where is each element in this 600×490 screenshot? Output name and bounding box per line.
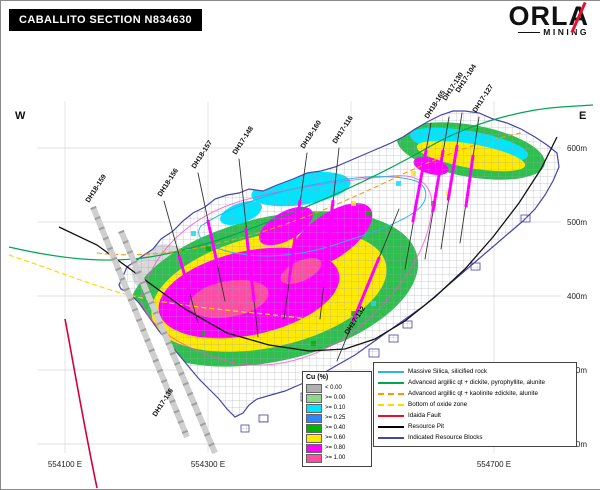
cu-grade-legend: Cu (%) < 0.00 >= 0.00 >= 0.10 >= 0.25 >=… [302, 371, 372, 467]
axis-east-label: E [579, 110, 586, 122]
logo-subtitle-text: MINING [543, 27, 589, 37]
cu-legend-row: >= 0.10 [306, 403, 368, 413]
easting-labels: 554100 E 554300 E 554500 E 554700 E [48, 460, 511, 469]
lines-legend-label: Indicated Resource Blocks [408, 434, 483, 441]
cu-swatch-label: < 0.00 [325, 385, 342, 391]
cu-swatch [306, 423, 322, 433]
drill-hole-trace [238, 158, 259, 338]
cu-legend-row: < 0.00 [306, 383, 368, 393]
drill-hole-trace [283, 152, 308, 320]
lines-legend-label: Advanced argillic qt + kaolinite ±dickit… [408, 390, 538, 397]
gray-drill-bands [90, 205, 218, 455]
cu-swatch [306, 433, 322, 443]
elevation-label: 500m [567, 218, 587, 227]
lines-legend-label: Resource Pit [408, 423, 445, 430]
lines-legend-row: Advanced argillic qt + dickite, pyrophyl… [378, 377, 572, 388]
cu-legend-row: >= 0.60 [306, 433, 368, 443]
page-title: CABALLITO SECTION N834630 [9, 9, 203, 31]
cu-legend-title: Cu (%) [306, 374, 329, 381]
cu-legend-row: >= 1.00 [306, 453, 368, 463]
cu-swatch-label: >= 0.80 [325, 445, 346, 451]
resource-pit-swatch [378, 425, 404, 428]
drill-hole-label: DH17-148 [232, 125, 255, 156]
resource-pit-line [58, 136, 558, 352]
drill-hole-trace [163, 200, 199, 324]
drill-hole-label: DH18-156 [157, 167, 180, 198]
logo-wordmark: ORLA [509, 1, 590, 34]
lines-legend-row: Indicated Resource Blocks [378, 432, 572, 443]
lines-legend-row: Resource Pit [378, 421, 572, 432]
drill-hole-trace [424, 116, 450, 260]
massive-silica-swatch [378, 370, 404, 373]
elevation-label: 200m [567, 440, 587, 449]
company-logo: ORLA MINING [509, 1, 590, 37]
drill-hole-trace [197, 172, 226, 302]
cu-swatch [306, 453, 322, 463]
cu-swatch-label: >= 1.00 [325, 455, 346, 461]
lines-legend-row: Massive Silica, silicified rock [378, 366, 572, 377]
drill-hole-trace [319, 147, 340, 320]
cu-legend-row: >= 0.00 [306, 393, 368, 403]
drill-hole-trace [404, 122, 432, 270]
idaida-fault-swatch [378, 414, 404, 417]
lines-legend-row: Idaida Fault [378, 410, 572, 421]
cu-swatch-label: >= 0.10 [325, 405, 346, 411]
axis-west-label: W [15, 110, 26, 122]
grade-shell-outline [140, 175, 433, 366]
drill-hole-trace [459, 116, 480, 244]
cu-swatch [306, 383, 322, 393]
lines-legend: Massive Silica, silicified rock Advanced… [373, 362, 577, 447]
logo-rule [518, 31, 541, 33]
cu-swatch [306, 443, 322, 453]
drill-hole-traces [163, 112, 480, 362]
lines-legend-row: Bottom of oxide zone [378, 399, 572, 410]
lines-legend-row: Advanced argillic qt + kaolinite ±dickit… [378, 388, 572, 399]
easting-label: 554300 E [191, 460, 225, 469]
drill-hole-label: DH17-127 [472, 83, 495, 114]
cu-swatch [306, 403, 322, 413]
indicated-resource-outline [118, 110, 560, 418]
cu-swatch [306, 393, 322, 403]
elevation-labels: 600m 500m 400m 300m 200m [567, 144, 587, 449]
lines-legend-label: Massive Silica, silicified rock [408, 368, 488, 375]
cu-swatch-label: >= 0.25 [325, 415, 346, 421]
easting-label: 554100 E [48, 460, 82, 469]
drill-hole-trace [336, 208, 400, 362]
bottom-of-oxide-line [8, 254, 307, 320]
drill-hole-label: DH18-159 [85, 173, 108, 204]
advanced-argillic-kaolinite-swatch [378, 392, 404, 395]
advanced-argillic-dickite-swatch [378, 381, 404, 384]
indicated-resource-blocks-swatch [378, 436, 404, 439]
easting-label: 554700 E [477, 460, 511, 469]
idaida-fault-line [64, 318, 98, 489]
elevation-label: 300m [567, 366, 587, 375]
cu-legend-row: >= 0.25 [306, 413, 368, 423]
lines-legend-label: Idaida Fault [408, 412, 441, 419]
drill-hole-label: DH18-160 [300, 119, 323, 150]
drill-hole-label: DH18-157 [191, 139, 214, 170]
cu-swatch-label: >= 0.00 [325, 395, 346, 401]
cu-swatch [306, 413, 322, 423]
cu-swatch-label: >= 0.40 [325, 425, 346, 431]
lines-legend-label: Advanced argillic qt + dickite, pyrophyl… [408, 379, 546, 386]
cu-swatch-label: >= 0.60 [325, 435, 346, 441]
elevation-label: 400m [567, 292, 587, 301]
logo-subtitle: MINING [509, 27, 590, 37]
cu-legend-row: >= 0.40 [306, 423, 368, 433]
elevation-label: 600m [567, 144, 587, 153]
bottom-of-oxide-swatch [378, 403, 404, 406]
lines-legend-label: Bottom of oxide zone [408, 401, 468, 408]
drill-hole-trace [440, 112, 463, 250]
drill-hole-label: DH17-116 [332, 115, 355, 145]
cu-legend-row: >= 0.80 [306, 443, 368, 453]
